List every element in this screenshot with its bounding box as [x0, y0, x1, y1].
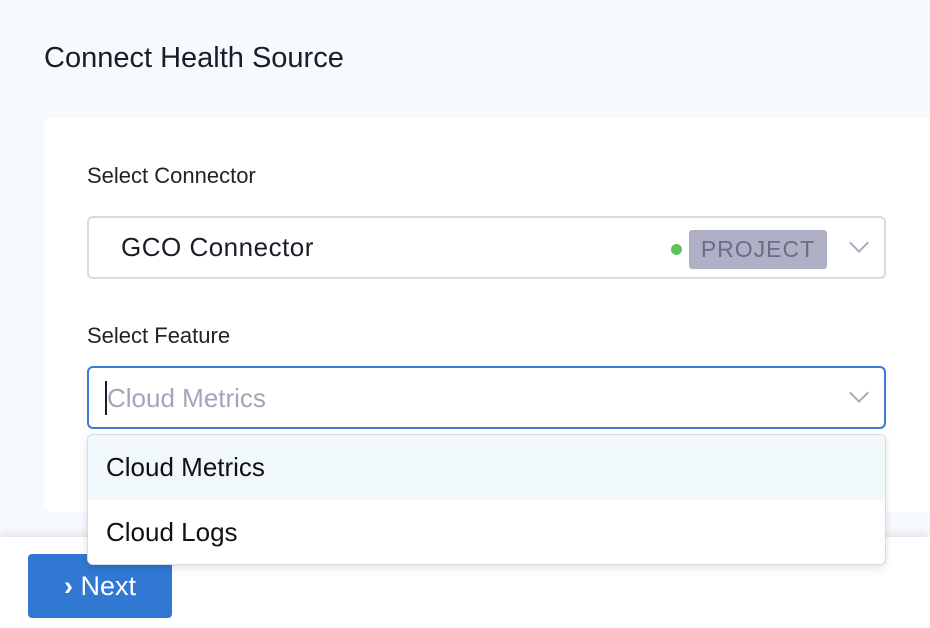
connector-value: GCO Connector	[121, 232, 314, 262]
scope-badge: PROJECT	[689, 230, 827, 269]
chevron-down-icon[interactable]	[849, 383, 869, 403]
feature-select[interactable]: Cloud Metrics	[87, 366, 886, 429]
feature-dropdown-menu: Cloud Metrics Cloud Logs	[87, 434, 886, 565]
next-label: Next	[80, 571, 137, 601]
page-title: Connect Health Source	[44, 42, 344, 74]
text-cursor	[105, 381, 107, 415]
feature-input[interactable]: Cloud Metrics	[107, 383, 266, 413]
chevron-down-icon[interactable]	[849, 233, 869, 253]
feature-label: Select Feature	[87, 323, 231, 348]
menu-item-cloud-metrics[interactable]: Cloud Metrics	[88, 435, 885, 500]
connector-label: Select Connector	[87, 163, 256, 188]
status-dot-icon	[671, 244, 682, 255]
connector-select[interactable]: GCO Connector PROJECT	[87, 216, 886, 279]
menu-item-cloud-logs[interactable]: Cloud Logs	[106, 517, 238, 547]
chevron-right-icon: ›	[63, 571, 73, 601]
